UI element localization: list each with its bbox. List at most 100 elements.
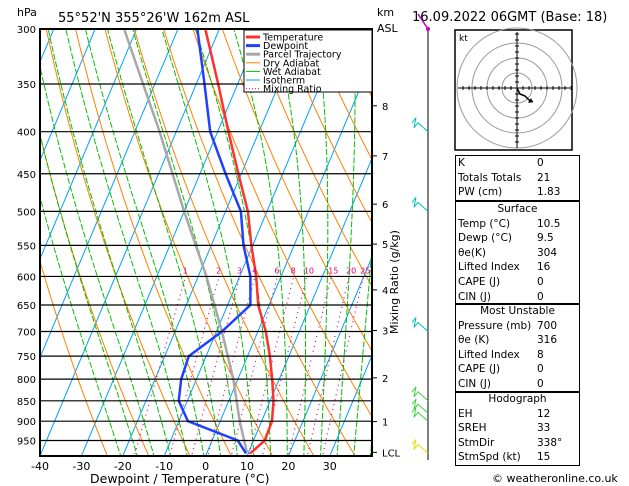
index-row: EH 12	[456, 407, 579, 422]
x-tick-label: 10	[240, 460, 254, 473]
mixing-ratio-line	[306, 276, 350, 456]
mixing-ratio-label: 3	[237, 266, 242, 275]
x-tick-label: 20	[281, 460, 295, 473]
index-label: Pressure (mb)	[458, 319, 532, 332]
legend-label: Dry Adiabat	[263, 58, 320, 69]
legend-label: Dewpoint	[263, 41, 308, 52]
legend-label: Parcel Trajectory	[263, 50, 342, 61]
index-row: Lifted Index 8	[456, 348, 579, 363]
index-row: SREH 33	[456, 421, 579, 436]
index-value: 10.5	[537, 217, 561, 230]
index-label: StmSpd (kt)	[458, 451, 521, 464]
background-lines	[40, 29, 372, 456]
index-label: PW (cm)	[458, 186, 503, 199]
legend-label: Temperature	[262, 33, 323, 44]
y-tick-label: 700	[17, 327, 36, 338]
dry-adiabat-line	[192, 29, 372, 418]
dry-adiabat-line	[45, 29, 191, 456]
index-label: CIN (J)	[458, 290, 491, 303]
wet-adiabat-line	[65, 29, 188, 456]
index-value: 1.83	[537, 186, 561, 199]
index-row: Lifted Index 16	[456, 260, 579, 275]
surface-title: Surface	[497, 203, 538, 215]
isotherm-line	[246, 157, 372, 456]
index-value: 33	[537, 422, 551, 435]
mixing-ratio-line	[287, 276, 332, 456]
x-tick-label: -40	[31, 460, 49, 473]
index-value: 316	[537, 334, 558, 347]
wind-barb	[411, 439, 429, 454]
y-tick-label: 900	[17, 417, 36, 428]
most-unstable-table: Most Unstable Pressure (mb) 700 θe (K) 316 Li…	[455, 303, 580, 393]
wet-adiabat-line	[40, 64, 155, 456]
wind-barb	[411, 117, 429, 133]
index-label: StmDir	[458, 436, 495, 449]
wet-adiabat-line	[233, 29, 288, 456]
y-tick-label: 500	[17, 207, 36, 218]
y-tick-label: 950	[17, 437, 36, 448]
wind-barb	[411, 317, 429, 332]
location-title: 55°52'N 355°26'W 162m ASL	[58, 11, 250, 26]
x-tick-label: -20	[114, 460, 132, 473]
dry-adiabat-line	[40, 259, 108, 456]
index-row: StmSpd (kt) 15	[456, 450, 579, 465]
dry-adiabat-line	[251, 29, 372, 288]
legend-label: Mixing Ratio	[263, 84, 322, 95]
isotherm-line	[287, 255, 372, 456]
wet-adiabat-line	[40, 132, 138, 456]
index-value: 0	[537, 275, 544, 288]
index-row: CIN (J) 0	[456, 377, 579, 392]
index-value: 21	[537, 171, 551, 184]
mixing-ratio-label: 10	[304, 266, 314, 275]
km-tick-label: 5	[382, 240, 388, 251]
wet-adiabat-line	[40, 195, 122, 456]
hodograph-title: Hodograph	[488, 393, 547, 405]
y-tick-label: 400	[17, 128, 36, 139]
y-tick-label: 650	[17, 301, 36, 312]
index-row: Totals Totals 21	[456, 171, 579, 186]
index-row: θe(K) 304	[456, 246, 579, 261]
index-row: CIN (J) 0	[456, 290, 579, 305]
wind-barbs	[411, 13, 430, 460]
wet-adiabat-line	[132, 29, 238, 456]
dry-adiabat-line	[75, 29, 232, 456]
y-tick-label: 800	[17, 375, 36, 386]
dry-adiabat-line	[133, 29, 315, 456]
x-tick-label: -30	[72, 460, 90, 473]
wet-adiabat-line	[353, 242, 372, 456]
y-tick-label: 600	[17, 272, 36, 283]
y-tick-label: 450	[17, 170, 36, 181]
x-tick-label: 0	[202, 460, 209, 473]
isotherm-line	[40, 29, 138, 261]
index-value: 15	[537, 451, 551, 464]
mixing-ratio-label: 8	[291, 266, 296, 275]
datetime-title: 16.09.2022 06GMT (Base: 18)	[412, 10, 607, 25]
index-row: StmDir 338°	[456, 436, 579, 451]
legend-label: Wet Adiabat	[263, 67, 321, 78]
index-label: Lifted Index	[458, 261, 520, 274]
wet-adiabat-line	[161, 29, 255, 456]
mixing-ratio-label: 1	[183, 266, 188, 275]
index-row: Pressure (mb) 700	[456, 319, 579, 334]
hodograph: kt	[454, 27, 578, 151]
y-tick-label: 350	[17, 80, 36, 91]
dry-adiabat-line	[280, 29, 372, 224]
index-label: K	[458, 157, 465, 169]
mixing-ratio-line	[230, 276, 278, 456]
index-value: 0	[537, 290, 544, 303]
index-label: Dewp (°C)	[458, 232, 512, 245]
km-tick-label: LCL	[382, 448, 401, 459]
km-tick-label: 8	[382, 102, 388, 113]
km-tick-label: 3	[382, 326, 388, 337]
dry-adiabat-line	[221, 29, 372, 352]
copyright-footer: © weatheronline.co.uk	[492, 472, 618, 485]
index-value: 0	[537, 157, 544, 169]
mixing-ratio-label: 25	[360, 266, 370, 275]
mixing-ratio-label: 20	[346, 266, 356, 275]
dry-adiabat-line	[40, 132, 150, 456]
parcel-trajectory-line	[122, 29, 249, 453]
mixing-ratio-label: 15	[328, 266, 338, 275]
